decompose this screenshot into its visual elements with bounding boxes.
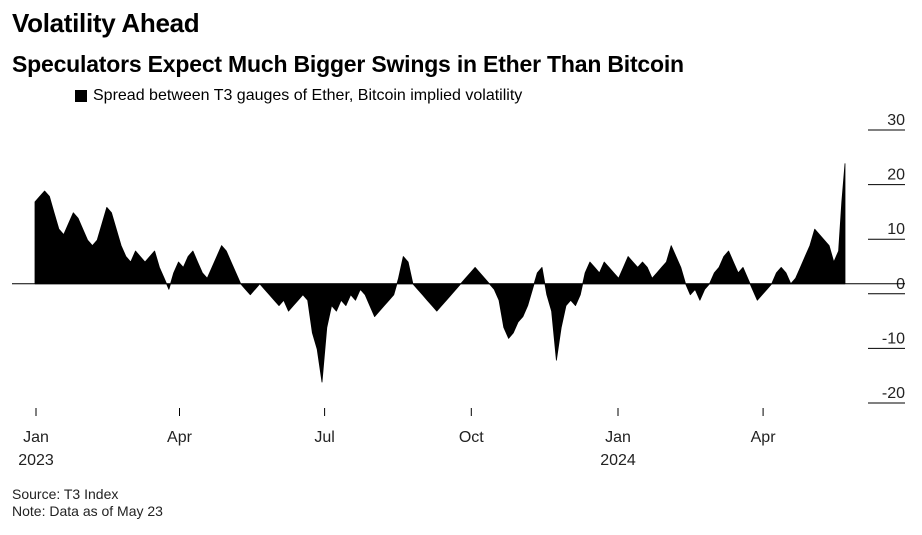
y-tick-label: -20: [882, 385, 905, 402]
chart-title: Volatility Ahead: [12, 8, 200, 38]
y-tick-label: -10: [882, 330, 905, 347]
data-note: Note: Data as of May 23: [12, 503, 163, 519]
legend-label: Spread between T3 gauges of Ether, Bitco…: [93, 87, 523, 104]
x-axis: Jan 2023 Apr Jul Oct Jan 2024 Apr: [18, 408, 776, 469]
x-tick-label: Jul: [314, 429, 334, 446]
x-tick-label: Apr: [751, 429, 777, 446]
x-tick-label: Jan: [23, 429, 49, 446]
y-tick-label: 20: [887, 167, 905, 184]
footer: Source: T3 Index Note: Data as of May 23: [12, 486, 163, 520]
x-tick-label: Oct: [459, 429, 484, 446]
y-tick-label: 10: [887, 221, 905, 238]
source-note: Source: T3 Index: [12, 486, 119, 502]
series-area: [34, 163, 846, 383]
legend: Spread between T3 gauges of Ether, Bitco…: [75, 87, 522, 105]
y-tick-label: 30: [887, 112, 905, 129]
legend-swatch: [75, 90, 87, 102]
chart-subtitle: Speculators Expect Much Bigger Swings in…: [12, 51, 684, 77]
x-tick-year: 2023: [18, 452, 54, 469]
x-tick-year: 2024: [600, 452, 636, 469]
x-tick-label: Jan: [605, 429, 631, 446]
area-layer: [12, 163, 905, 383]
x-tick-label: Apr: [167, 429, 193, 446]
